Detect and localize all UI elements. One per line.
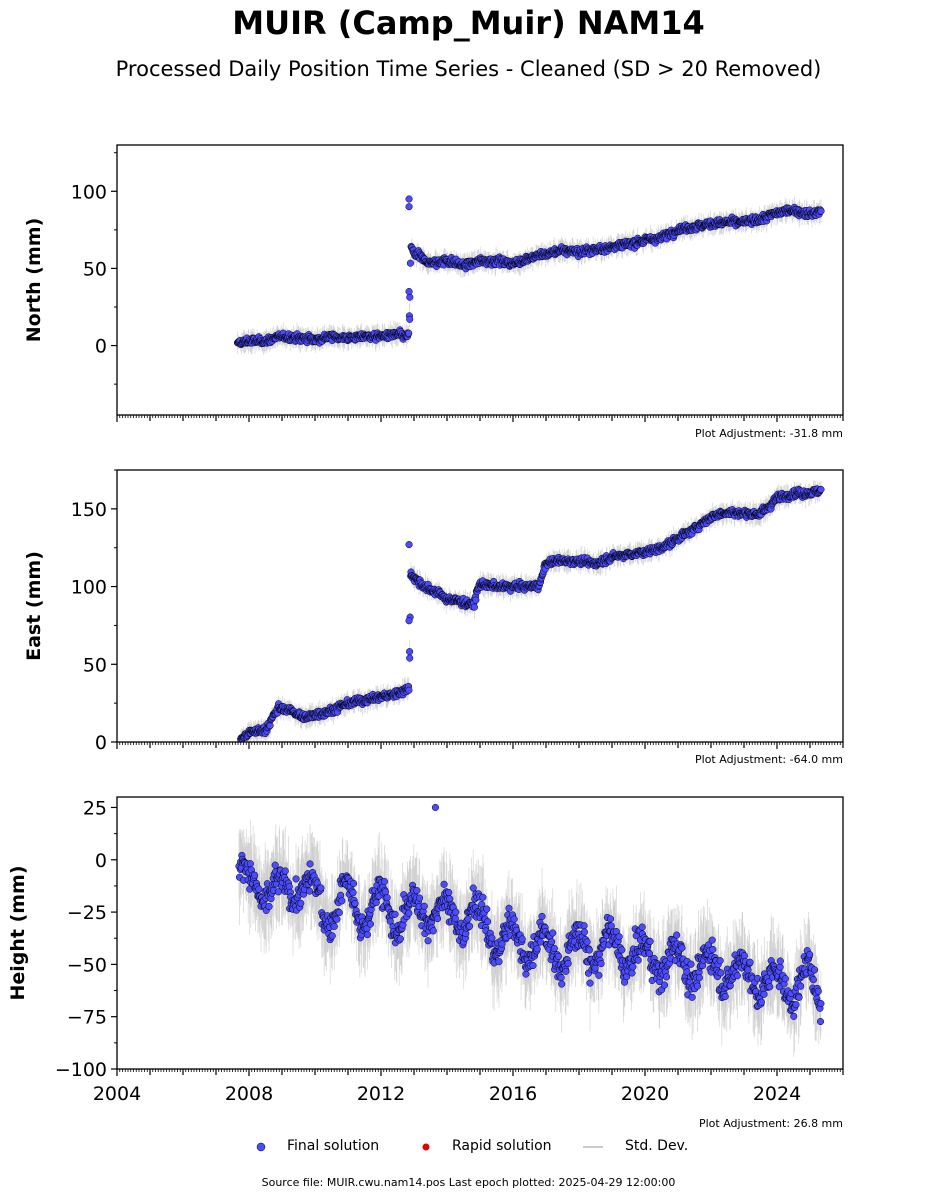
outlier-point [405, 203, 413, 211]
chart-subtitle: Processed Daily Position Time Series - C… [115, 57, 822, 81]
plot-adjustment-label: Plot Adjustment: -31.8 mm [695, 427, 843, 440]
data-point [405, 329, 413, 337]
chart-title: MUIR (Camp_Muir) NAM14 [232, 4, 705, 42]
y-tick-label: 100 [71, 181, 107, 203]
x-axis [116, 415, 844, 422]
final-solution-points [237, 485, 825, 742]
y-axis-label: North (mm) [23, 218, 45, 343]
y-tick-label: 0 [95, 336, 107, 358]
data-point [470, 603, 478, 611]
outlier-point [406, 654, 414, 662]
outlier-point [405, 195, 413, 203]
data-point [406, 259, 414, 267]
x-axis [116, 742, 844, 749]
outlier-point [405, 541, 413, 549]
y-tick-label: 50 [83, 258, 107, 280]
plot-adjustment-label: Plot Adjustment: -64.0 mm [695, 753, 843, 766]
plot-frame [116, 144, 844, 416]
outlier-point [406, 315, 414, 323]
y-axis: 0 50 100 [71, 152, 117, 385]
y-tick-label: 0 [95, 732, 107, 754]
y-axis: 0 50 100 150 [71, 469, 117, 754]
y-axis-label: East (mm) [23, 551, 45, 661]
std-dev-bars [238, 819, 822, 1057]
outlier-point [405, 288, 413, 296]
panel-east: 0 50 100 150 East (mm) Plot Adjustment: -64.0… [23, 469, 844, 766]
outlier-point [405, 617, 413, 625]
data-point [817, 485, 825, 494]
y-tick-label: 100 [71, 577, 107, 599]
y-tick-label: 150 [71, 499, 107, 521]
final-solution-points [233, 195, 825, 348]
data-point [472, 596, 480, 604]
data-point [405, 686, 413, 694]
y-tick-label: 50 [83, 654, 107, 676]
panel-north: 0 50 100 North (mm) Plot Adjustment: -31.8 m… [23, 144, 844, 440]
data-point [406, 648, 414, 656]
data-point [817, 207, 825, 215]
